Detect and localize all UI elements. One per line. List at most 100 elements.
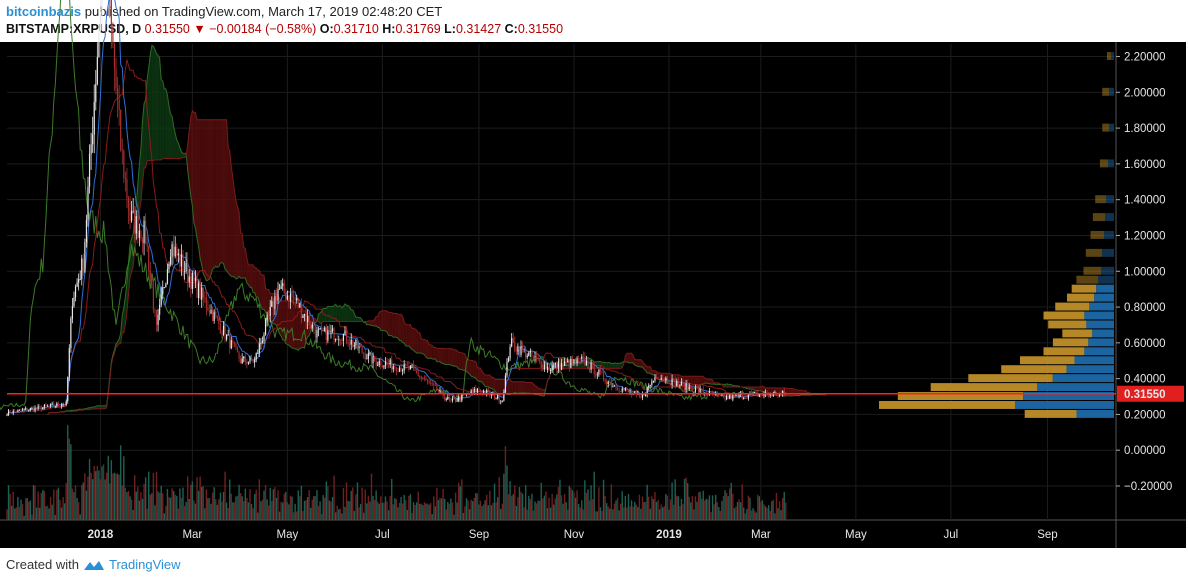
low-value: 0.31427 [455,22,502,36]
volume-bar [215,499,217,520]
candle-body [347,342,349,345]
candle-body [235,344,237,348]
volume-bar [85,490,88,520]
volume-bar [149,494,151,520]
ichimoku-cloud-segment [334,304,336,322]
volume-bar [783,491,785,520]
candle-body [380,361,382,366]
volume-bar [551,493,553,520]
ichimoku-cloud-segment [97,405,99,409]
candle-body [616,388,619,391]
candle-body [187,262,189,282]
volume-bar [305,500,307,520]
volume-bar [110,460,113,520]
candle-body [56,403,58,407]
volume-bar [715,494,717,520]
author-link[interactable]: bitcoinbazis [6,4,82,19]
ichimoku-cloud-segment [480,368,483,383]
tradingview-brand-link[interactable]: TradingView [108,557,181,572]
candle-body [154,309,156,311]
candle-body [377,364,379,366]
volume-bar [761,500,764,520]
volume-bar [408,495,410,520]
ichimoku-cloud-segment [206,119,208,281]
candle-body [25,408,27,410]
ichimoku-cloud-segment [162,81,165,159]
candle-body [688,386,690,390]
ichimoku-cloud-segment [524,381,526,394]
candle-body [497,395,499,399]
ichimoku-cloud-segment [612,362,615,369]
y-tick-label: 0.20000 [1124,409,1166,421]
candle-body [173,244,175,257]
ichimoku-cloud-segment [405,324,408,346]
volume-bar [755,512,757,520]
volume-bar [724,490,726,520]
volume-bar [362,512,365,520]
candle-body [129,210,131,221]
volume-bar [370,473,373,520]
volume-bar [420,503,423,520]
ichimoku-cloud-segment [469,360,472,377]
volume-bar [423,502,426,520]
candle-body [682,381,684,384]
ichimoku-cloud-segment [458,352,461,370]
candle-body [126,178,128,199]
ichimoku-cloud-segment [450,348,453,366]
volume-bar [255,489,257,520]
volume-profile-bar-gold [1062,329,1093,338]
candle-body [165,283,167,288]
x-tick-label: 2018 [88,529,114,541]
candle-body [565,361,567,363]
volume-bar [7,485,10,520]
candle-body [215,311,217,316]
candle-body [755,392,757,394]
volume-bar [257,512,259,520]
candle-body [690,386,692,389]
volume-bar [21,504,24,520]
candle-body [299,303,301,308]
volume-bar [472,501,474,520]
candle-body [680,381,683,386]
volume-bar [448,503,451,520]
volume-bar [669,499,672,520]
volume-bar [542,498,544,520]
ichimoku-cloud-segment [215,119,218,268]
ichimoku-cloud-segment [760,386,763,392]
candle-body [292,296,295,298]
candle-body [141,239,144,243]
volume-bar [208,497,211,520]
ichimoku-cloud-segment [153,46,155,161]
volume-bar [130,499,133,520]
ichimoku-cloud-segment [207,119,210,281]
ichimoku-cloud-segment [237,206,240,279]
ichimoku-cloud-segment [460,352,462,370]
ichimoku-cloud-segment [253,264,255,293]
ichimoku-cloud-segment [530,382,532,394]
volume-bar [205,489,208,520]
candle-body [313,324,315,331]
candle-body [62,404,64,406]
candle-body [574,359,577,364]
candle-body [60,405,63,407]
volume-bar [144,477,147,520]
candle-body [356,339,359,349]
candle-body [247,361,250,364]
volume-bar [358,507,360,520]
candle-body [386,362,388,364]
footer: Created with TradingView [6,557,181,572]
y-tick-label: 1.80000 [1124,123,1166,135]
candle-body [537,358,539,359]
ichimoku-cloud-segment [619,363,621,369]
ichimoku-cloud-segment [235,200,238,279]
ichimoku-cloud-segment [387,311,389,336]
candle-body [560,363,563,370]
candle-body [370,352,373,364]
ichimoku-cloud-segment [371,320,374,326]
volume-bar [665,493,667,520]
volume-profile-bar-gold [968,374,1053,383]
volume-bar [548,497,550,520]
volume-profile-bar-gold [1001,365,1067,374]
volume-bar [15,507,18,520]
